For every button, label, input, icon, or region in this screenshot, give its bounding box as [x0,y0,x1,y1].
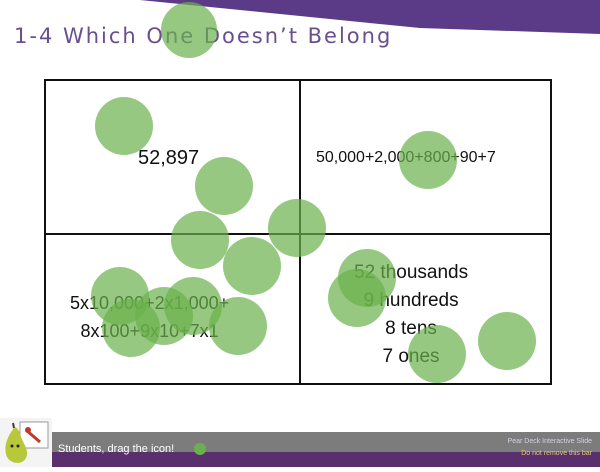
quadrant-top-left: 52,897 [138,147,200,169]
slide-title: 1-4 Which One Doesn’t Belong [14,24,393,48]
quadrant-top-right: 50,000+2,000+800+90+7 [316,149,496,166]
grid-divider-horizontal [46,233,550,235]
quadrant-bottom-right-line-4: 7 ones [382,346,440,367]
quadrant-bottom-right-line-3: 8 tens [385,318,437,339]
peardeck-note: Do not remove this bar [521,450,592,457]
answer-grid: 52,897 50,000+2,000+800+90+7 5x10,000+2x… [44,79,552,385]
quadrant-bottom-right: 52 thousands 9 hundreds 8 tens 7 ones [354,259,468,371]
top-banner [140,0,600,34]
quadrant-bottom-right-line-2: 9 hundreds [363,290,459,311]
grid-divider-vertical [299,81,301,383]
peardeck-title: Pear Deck Interactive Slide [507,438,592,445]
drag-instruction: Students, drag the icon! [58,443,175,455]
footer-purple-strip [0,452,600,467]
peardeck-footer-bar [0,432,600,467]
quadrant-bottom-left-line-2: 8x100+9x10+7x1 [80,321,219,341]
quadrant-bottom-left-line-1: 5x10,000+2x1,000+ [70,293,230,313]
quadrant-bottom-left: 5x10,000+2x1,000+ 8x100+9x10+7x1 [70,289,229,345]
green-dot-icon[interactable] [194,443,206,455]
pear-logo-icon [0,418,52,467]
quadrant-bottom-right-line-1: 52 thousands [354,262,469,283]
